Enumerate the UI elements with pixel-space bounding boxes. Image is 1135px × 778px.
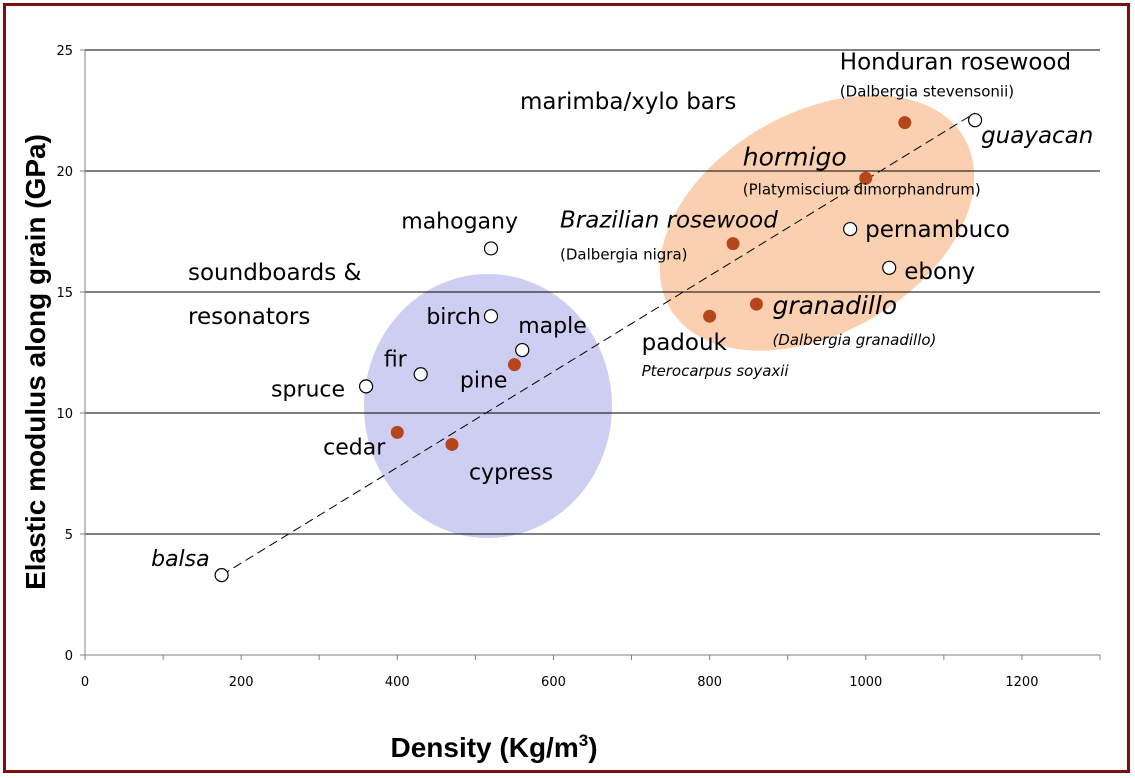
hormigo-label: hormigo [743, 142, 847, 171]
marimba-region-label: marimba/xylo bars [520, 89, 736, 115]
brazilian-rosewood-point [726, 237, 740, 251]
padouk-label: padouk [642, 330, 728, 356]
spruce-label: spruce [271, 377, 345, 402]
granadillo-point [749, 297, 763, 311]
pernambuco-label: pernambuco [865, 217, 1010, 243]
fir-point [413, 367, 428, 382]
x-tick-label: 1000 [849, 675, 882, 690]
soundboards-region-label-line2: resonators [188, 304, 310, 330]
y-tick-label: 10 [56, 407, 73, 422]
granadillo-label: granadillo [772, 291, 897, 320]
x-tick-label: 1200 [1005, 675, 1038, 690]
x-tick-label: 400 [385, 675, 410, 690]
y-tick-label: 25 [56, 44, 73, 59]
cypress-point [445, 437, 459, 451]
maple-point [515, 342, 530, 358]
pine-point [507, 358, 521, 372]
x-axis-title: Density (Kg/m3) [390, 731, 597, 763]
mahogany-label: mahogany [401, 209, 518, 234]
honduran-rosewood-point [898, 116, 912, 130]
ebony-point [882, 260, 897, 275]
marimba-region [659, 95, 975, 351]
pine-label: pine [460, 369, 508, 394]
cedar-point [390, 425, 404, 439]
cedar-label: cedar [323, 435, 386, 460]
y-axis-title: Elastic modulus along grain (GPa) [20, 134, 51, 590]
cypress-label: cypress [469, 460, 553, 485]
hormigo-point [859, 171, 873, 185]
padouk-sublabel: Pterocarpus soyaxii [642, 362, 790, 380]
fir-label: fir [384, 347, 408, 372]
spruce-point [358, 379, 374, 394]
balsa-point [214, 568, 229, 583]
pernambuco-point [843, 221, 858, 237]
x-tick-label: 200 [229, 675, 254, 690]
chart-frame [3, 3, 1130, 773]
y-tick-label: 5 [65, 528, 73, 543]
soundboards-region [364, 274, 612, 538]
guayacan-point [967, 113, 983, 128]
trend-line [221, 112, 976, 576]
guayacan-label: guayacan [981, 123, 1093, 149]
birch-point [483, 309, 499, 324]
y-tick-label: 0 [65, 649, 73, 664]
x-tick-label: 800 [697, 675, 722, 690]
birch-label: birch [426, 305, 481, 330]
mahogany-point [483, 241, 499, 256]
honduran-rosewood-sublabel: (Dalbergia stevensonii) [840, 83, 1014, 101]
hormigo-sublabel: (Platymiscium dimorphandrum) [743, 180, 981, 198]
honduran-rosewood-label: Honduran rosewood [840, 50, 1071, 76]
x-tick-label: 0 [81, 675, 89, 690]
granadillo-sublabel: (Dalbergia granadillo) [772, 331, 936, 349]
ebony-label: ebony [904, 259, 975, 285]
maple-label: maple [518, 314, 587, 339]
padouk-point [703, 309, 717, 323]
y-tick-label: 20 [56, 165, 73, 180]
brazilian-rosewood-sublabel: (Dalbergia nigra) [560, 246, 687, 264]
x-tick-label: 600 [541, 675, 566, 690]
brazilian-rosewood-label: Brazilian rosewood [560, 208, 778, 234]
y-tick-label: 15 [56, 286, 73, 301]
balsa-label: balsa [151, 547, 210, 572]
soundboards-region-label-line1: soundboards & [188, 260, 362, 286]
